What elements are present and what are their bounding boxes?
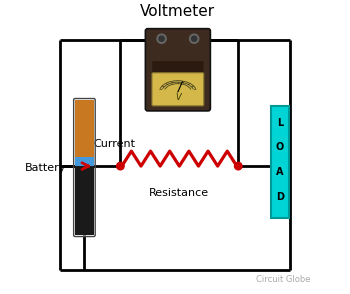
Circle shape <box>117 162 124 170</box>
Text: Voltmeter: Voltmeter <box>140 4 216 19</box>
Text: Current: Current <box>93 139 135 149</box>
Bar <box>75 157 94 235</box>
Text: Resistance: Resistance <box>149 188 209 198</box>
Circle shape <box>191 36 197 41</box>
Text: D: D <box>276 192 284 202</box>
FancyBboxPatch shape <box>152 61 203 76</box>
Text: Circuit Globe: Circuit Globe <box>256 275 310 284</box>
Text: O: O <box>276 142 284 152</box>
Bar <box>75 157 94 166</box>
Text: L: L <box>277 118 283 128</box>
FancyBboxPatch shape <box>145 29 210 111</box>
Circle shape <box>234 162 242 170</box>
Circle shape <box>157 34 166 43</box>
Bar <box>75 100 94 166</box>
Text: V: V <box>175 93 181 101</box>
Text: A: A <box>276 167 284 177</box>
FancyBboxPatch shape <box>152 73 204 106</box>
Circle shape <box>190 34 199 43</box>
Text: Battery: Battery <box>25 163 66 173</box>
Bar <box>271 106 289 218</box>
Circle shape <box>159 36 164 41</box>
